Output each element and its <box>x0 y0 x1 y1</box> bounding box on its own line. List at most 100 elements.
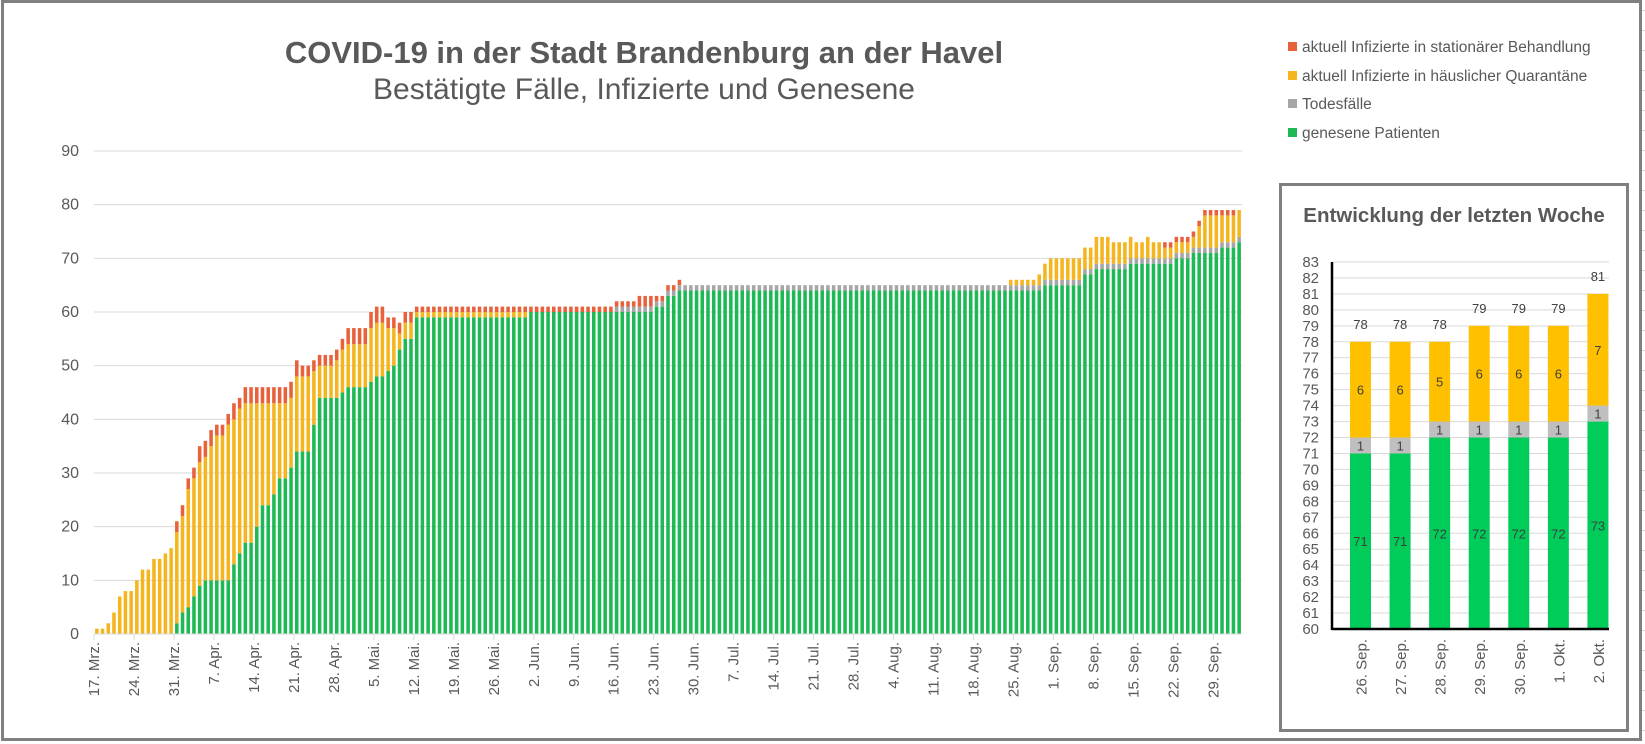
bar-segment-quarantaene <box>432 312 436 318</box>
inset-bar-segment-inset_quarantaene <box>1429 341 1451 422</box>
bar-segment-quarantaene <box>146 569 151 634</box>
inset-x-axis-labels: 26. Sep. 27. Sep. 28. Sep. 29. Sep. 30. Sep.… <box>1354 639 1608 695</box>
bar-segment-genesen <box>946 290 950 634</box>
inset-data-label: 6 <box>1555 367 1562 382</box>
bar-segment-genesen <box>392 365 396 634</box>
bar-segment-stationaer <box>574 306 579 312</box>
bar-segment-quarantaene <box>163 553 168 634</box>
bar-segment-genesen <box>226 580 230 634</box>
bar-segment-genesen <box>1151 263 1156 634</box>
bar-segment-quarantaene <box>1014 279 1019 286</box>
inset-bar-segment-inset_genesen <box>1350 453 1371 629</box>
bar-segment-todesfaelle <box>723 285 727 291</box>
bar-segment-todesfaelle <box>1237 236 1241 243</box>
bar-segment-todesfaelle <box>809 285 813 291</box>
bar-segment-genesen <box>289 467 293 634</box>
bar-segment-todesfaelle <box>1197 247 1201 253</box>
bar-segment-quarantaene <box>523 312 527 318</box>
bar-segment-quarantaene <box>169 548 173 634</box>
bar-segment-stationaer <box>437 306 442 312</box>
bar-segment-genesen <box>951 290 956 634</box>
bar-segment-genesen <box>643 312 647 634</box>
bar-segment-stationaer <box>203 440 208 457</box>
bar-segment-quarantaene <box>517 312 522 318</box>
bar-segment-quarantaene <box>1008 279 1013 286</box>
bar-segment-todesfaelle <box>751 285 756 291</box>
bar-segment-genesen <box>974 290 979 634</box>
bar-segment-quarantaene <box>289 397 293 468</box>
bar-segment-genesen <box>363 387 368 634</box>
bars <box>95 210 1241 635</box>
bar-segment-stationaer <box>209 430 213 447</box>
inset-bar-segment-inset_todesfaelle <box>1468 421 1490 438</box>
bar-segment-todesfaelle <box>963 285 967 291</box>
bar-segment-quarantaene <box>409 322 413 339</box>
inset-y-tick-label: 76 <box>1302 366 1319 383</box>
x-tick-label: 14. Apr. <box>246 642 263 693</box>
inset-total-label: 79 <box>1512 301 1526 316</box>
bar-segment-genesen <box>523 317 527 634</box>
bar-segment-todesfaelle <box>837 285 842 291</box>
bar-segment-genesen <box>437 317 442 634</box>
bar-segment-genesen <box>666 295 670 634</box>
bar-segment-genesen <box>346 387 350 634</box>
bar-segment-stationaer <box>232 403 236 420</box>
bar-segment-stationaer <box>671 285 676 291</box>
bar-segment-genesen <box>1037 290 1042 634</box>
inset-chart-title: Entwicklung der letzten Woche <box>1303 204 1605 227</box>
bar-segment-genesen <box>563 312 567 634</box>
bar-segment-genesen <box>1157 263 1161 634</box>
bar-segment-genesen <box>517 317 522 634</box>
inset-data-label: 1 <box>1357 439 1364 454</box>
bar-segment-genesen <box>671 295 676 634</box>
bar-segment-stationaer <box>277 387 282 404</box>
bar-segment-quarantaene <box>186 489 191 608</box>
inset-x-tick-label: 27. Sep. <box>1393 639 1410 695</box>
bar-segment-quarantaene <box>374 322 379 377</box>
bar-segment-todesfaelle <box>734 285 739 291</box>
bar-segment-todesfaelle <box>797 285 802 291</box>
bar-segment-todesfaelle <box>843 285 847 291</box>
bar-segment-todesfaelle <box>1203 247 1207 253</box>
bar-segment-genesen <box>403 338 408 634</box>
bar-segment-stationaer <box>489 306 493 312</box>
bar-segment-genesen <box>209 580 213 634</box>
bar-segment-todesfaelle <box>1174 252 1179 259</box>
inset-data-label: 72 <box>1551 526 1565 541</box>
bar-segment-genesen <box>689 290 693 634</box>
inset-x-tick-label: 26. Sep. <box>1354 639 1371 695</box>
bar-segment-quarantaene <box>512 312 516 318</box>
bar-segment-stationaer <box>454 306 459 312</box>
bar-segment-genesen <box>860 290 864 634</box>
bar-segment-stationaer <box>517 306 522 312</box>
x-tick-label: 15. Sep. <box>1125 642 1142 698</box>
bar-segment-quarantaene <box>1225 215 1230 243</box>
bar-segment-stationaer <box>175 521 179 533</box>
inset-chart-box[interactable]: Entwicklung der letzten Woche 60 61 62 63 64… <box>1279 183 1629 732</box>
bar-segment-quarantaene <box>460 312 465 318</box>
bar-segment-genesen <box>569 312 573 634</box>
bar-segment-todesfaelle <box>1225 242 1230 248</box>
bar-segment-quarantaene <box>1100 236 1104 264</box>
bar-segment-todesfaelle <box>928 285 933 291</box>
bar-segment-genesen <box>911 290 916 634</box>
bar-segment-todesfaelle <box>986 285 990 291</box>
bar-segment-genesen <box>1231 247 1236 634</box>
bar-segment-todesfaelle <box>934 285 939 291</box>
bar-segment-genesen <box>1043 285 1047 634</box>
bar-segment-genesen <box>797 290 802 634</box>
inset-bar-segment-inset_genesen <box>1389 453 1411 629</box>
bar-segment-genesen <box>940 290 944 634</box>
bar-segment-todesfaelle <box>911 285 916 291</box>
inset-bar-segment-inset_todesfaelle <box>1429 421 1451 438</box>
bar-segment-genesen <box>1203 252 1207 634</box>
bar-segment-genesen <box>369 381 373 634</box>
bar-segment-todesfaelle <box>946 285 950 291</box>
bar-segment-quarantaene <box>472 312 476 318</box>
bar-segment-genesen <box>997 290 1002 634</box>
bar-segment-todesfaelle <box>1077 279 1081 286</box>
bar-segment-todesfaelle <box>689 285 693 291</box>
bar-segment-genesen <box>586 312 590 634</box>
bar-segment-todesfaelle <box>1117 263 1121 270</box>
